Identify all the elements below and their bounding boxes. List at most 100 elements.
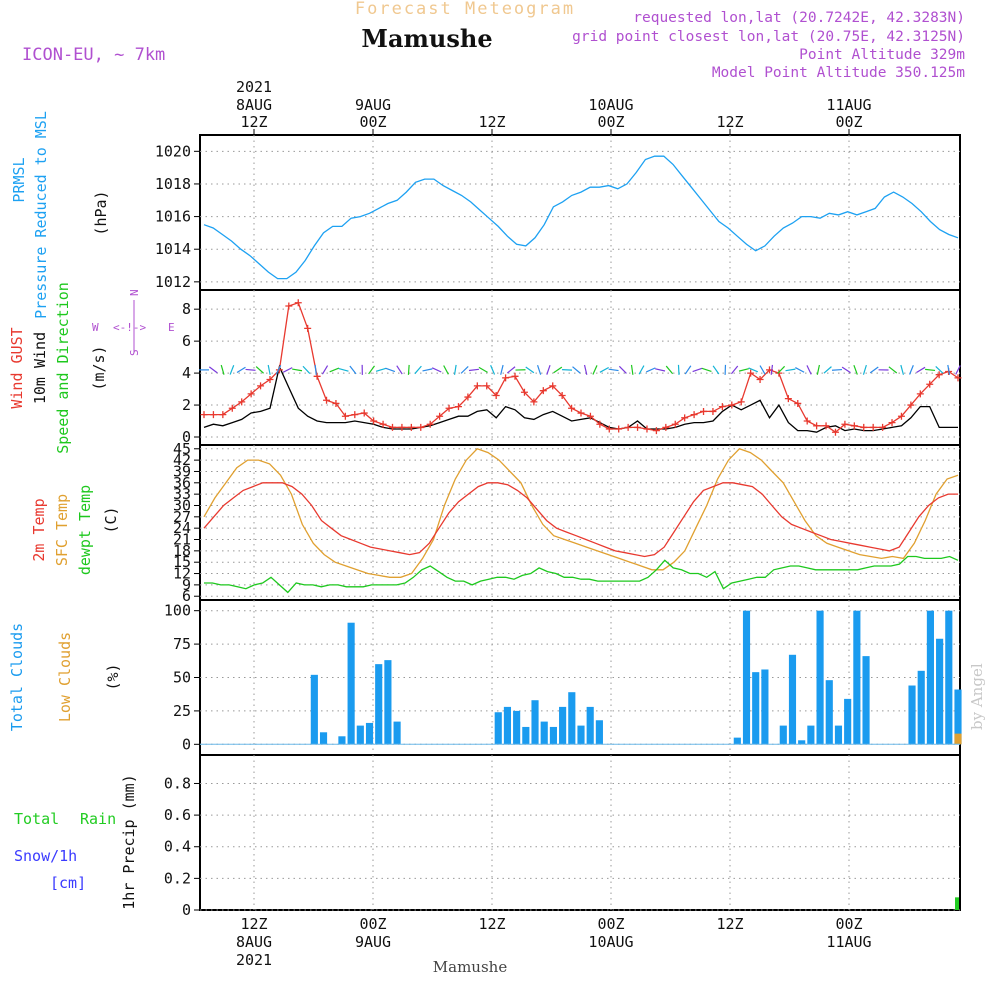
- temp-ytick-label: 30: [173, 496, 191, 514]
- gust-marker: [398, 423, 406, 431]
- gust-marker: [502, 374, 510, 382]
- cloud-label-unit: (%): [104, 663, 122, 690]
- gust-marker: [568, 404, 576, 412]
- gust-marker: [756, 375, 764, 383]
- wind-direction-arrow: [770, 364, 774, 375]
- gust-marker: [511, 372, 519, 380]
- clouds-ytick-label: 25: [173, 702, 191, 720]
- cloud-bar: [917, 670, 925, 745]
- temp-ytick-label: 6: [182, 587, 191, 605]
- gust-marker: [549, 382, 557, 390]
- gust-marker: [605, 425, 613, 433]
- cloud-bar: [494, 712, 502, 745]
- wind-ytick-label: 2: [182, 396, 191, 414]
- compass-west: W: [92, 321, 99, 334]
- gust-marker: [492, 391, 500, 399]
- gust-marker: [728, 401, 736, 409]
- gust-marker: [700, 407, 708, 415]
- gust-marker: [662, 423, 670, 431]
- pressure-ytick-label: 1018: [155, 175, 191, 193]
- gust-marker: [869, 423, 877, 431]
- time-day-bottom: 10AUG: [588, 933, 633, 951]
- cloud-bar: [338, 736, 346, 745]
- wind-direction-arrow: [655, 368, 666, 372]
- wind-direction-arrow: [220, 364, 225, 375]
- precip-yaxis: 0 0.2 0.4 0.6 0.8: [164, 774, 960, 919]
- gust-marker: [313, 372, 321, 380]
- wind-label-unit: (m/s): [90, 345, 108, 390]
- wind-direction-arrow: [506, 366, 516, 374]
- wind-direction-arrow: [431, 367, 442, 373]
- wind-direction-arrow: [349, 365, 357, 375]
- cloud-bar: [522, 726, 530, 745]
- gust-marker: [539, 387, 547, 395]
- gust-marker: [831, 428, 839, 436]
- gust-marker: [718, 403, 726, 411]
- wind-direction-arrow: [777, 365, 786, 374]
- cloud-bar: [853, 610, 861, 745]
- cloud-bar: [503, 706, 512, 745]
- gust-marker: [850, 422, 858, 430]
- temp-label-sfc: SFC Temp: [53, 494, 71, 566]
- temp-ytick-label: 27: [173, 508, 191, 526]
- wind-direction-arrow: [646, 367, 656, 373]
- cloud-bar: [936, 638, 944, 745]
- gust-marker: [389, 423, 396, 431]
- gust-marker: [935, 371, 943, 379]
- wind-direction-arrow: [677, 364, 680, 375]
- precip-ytick-label: 0: [182, 901, 191, 919]
- precip-panel: [199, 754, 961, 911]
- wind-direction-arrow: [553, 366, 563, 374]
- wind-direction-arrow: [275, 365, 282, 375]
- compass-rose: W E <-!-> N S: [92, 289, 175, 356]
- pressure-label-prmsl: PRMSL: [10, 157, 28, 202]
- wind-direction-arrow: [869, 366, 879, 374]
- precip-panel-labels: Total Rain Snow/1h [cm] 1hr Precip (mm): [14, 774, 138, 909]
- gust-marker: [681, 414, 689, 422]
- compass-arrow: <-!->: [113, 321, 146, 334]
- model-label: ICON-EU, ~ 7km: [22, 45, 165, 65]
- gust-marker: [360, 409, 368, 417]
- wind-direction-arrow: [738, 368, 749, 372]
- cloud-bar: [319, 732, 328, 745]
- cloud-bar: [788, 654, 797, 745]
- gust-marker: [407, 423, 415, 431]
- wind-direction-arrow: [229, 365, 235, 375]
- gust-marker: [370, 417, 378, 425]
- credit-watermark: by Angel: [968, 663, 986, 730]
- gust-marker: [615, 425, 623, 433]
- gust-marker: [634, 423, 642, 431]
- time-hour-top: 00Z: [359, 113, 386, 131]
- model-altitude: Model Point Altitude 350.125m: [712, 65, 965, 81]
- gust-marker: [200, 411, 208, 419]
- cloud-bar: [356, 725, 364, 745]
- wind-direction-arrow: [572, 366, 581, 374]
- wind-direction-arrow: [478, 366, 488, 373]
- gust-marker: [266, 375, 274, 383]
- wind-direction-arrow: [245, 368, 256, 371]
- wind-direction-arrow: [490, 365, 496, 375]
- cloud-bar: [816, 610, 824, 745]
- pressure-yaxis: 1012 1014 1016 1018 1020: [155, 142, 960, 291]
- meteogram-title: Forecast Meteogram: [355, 0, 575, 19]
- gust-marker: [907, 401, 915, 409]
- t2m-line: [203, 482, 958, 558]
- cloud-bar: [733, 737, 741, 745]
- time-hour-bottom: 12Z: [240, 915, 267, 933]
- wind-direction-arrow: [712, 365, 720, 375]
- cloud-bar: [549, 726, 557, 745]
- cloud-bar: [908, 685, 916, 745]
- gust-marker: [577, 409, 585, 417]
- wind-direction-arrow: [546, 364, 551, 375]
- wind-direction-arrow: [255, 366, 264, 374]
- time-day-top: 8AUG: [236, 96, 272, 114]
- gridpoint-coords: grid point closest lon,lat (20.75E, 42.3…: [572, 29, 965, 45]
- gust-marker: [483, 382, 491, 390]
- wind-direction-arrow: [422, 368, 433, 372]
- gust-marker: [445, 404, 453, 412]
- time-day-bottom: 11AUG: [826, 933, 871, 951]
- pressure-ytick-label: 1014: [155, 240, 191, 258]
- wind-direction-arrow: [692, 367, 703, 373]
